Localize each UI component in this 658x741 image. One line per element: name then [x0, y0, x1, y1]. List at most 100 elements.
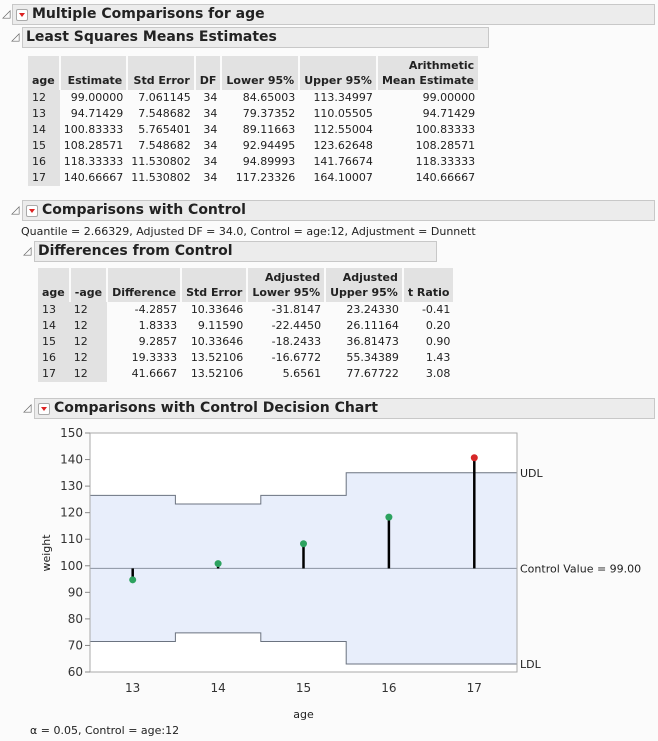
table-cell: 1.8333 [138, 319, 178, 332]
table-cell: 123.62648 [313, 139, 373, 152]
table-cell: 17 [28, 170, 60, 186]
table-cell: 23.24330 [346, 303, 399, 316]
x-tick-label: 17 [467, 681, 482, 695]
chart-footer: α = 0.05, Control = age:12 [30, 724, 180, 737]
diff-title: Differences from Control [38, 243, 233, 259]
table-cell: 12 [69, 334, 108, 350]
column-header: DF [194, 56, 223, 90]
table-row: 12 99.00000 7.061145 34 84.65003 113.34997 99.… [28, 90, 479, 106]
table-cell: 55.34389 [346, 351, 399, 364]
table-cell: 0.20 [425, 319, 451, 332]
red-triangle-menu-icon[interactable] [38, 402, 50, 415]
table-cell: 9.11590 [197, 319, 244, 332]
diff-header: Differences from Control [34, 241, 437, 262]
table-cell: 7.548682 [138, 139, 191, 152]
table-cell: 110.05505 [313, 107, 373, 120]
table-cell: 3.08 [425, 367, 451, 380]
table-cell: 77.67722 [346, 367, 399, 380]
table-cell: 79.37352 [242, 107, 296, 120]
x-tick-label: 14 [210, 681, 225, 695]
x-tick-label: 13 [125, 681, 140, 695]
cwc-title: Comparisons with Control [42, 202, 246, 218]
collapse-icon[interactable]: ◿ [11, 30, 20, 43]
table-row: 13 94.71429 7.548682 34 79.37352 110.05505 94.… [28, 106, 479, 122]
lsm-header: Least Squares Means Estimates [22, 27, 489, 48]
table-cell: 99.00000 [422, 91, 476, 104]
table-cell: 12 [69, 302, 108, 318]
ldl-line [90, 632, 517, 665]
table-cell: 11.530802 [131, 155, 191, 168]
y-axis-title: weight [40, 534, 53, 572]
table-cell: 164.10007 [313, 171, 373, 184]
table-row: 16 118.33333 11.530802 34 94.89993 141.76674 1… [28, 154, 479, 170]
table-cell: -0.41 [421, 303, 451, 316]
y-tick-label: 90 [68, 585, 83, 599]
column-header: Estimate [59, 56, 129, 90]
udl-label: UDL [520, 467, 544, 480]
table-cell: 5.6561 [282, 367, 322, 380]
table-cell: 5.765401 [138, 123, 191, 136]
column-header: Adjusted Upper 95% [325, 268, 404, 302]
red-triangle-menu-icon[interactable] [26, 204, 38, 217]
table-cell: 14 [38, 318, 70, 334]
table-cell: 99.00000 [70, 91, 124, 104]
table-cell: 34 [203, 107, 218, 120]
table-row: 16 12 19.3333 13.52106 -16.6772 55.34389 1.43 [38, 350, 454, 366]
table-cell: 36.81473 [346, 335, 399, 348]
table-cell: 1.43 [425, 351, 451, 364]
column-header: -age [69, 268, 109, 302]
main-title: Multiple Comparisons for age [32, 6, 265, 22]
y-tick-label: 100 [60, 559, 83, 573]
main-header: Multiple Comparisons for age [12, 4, 655, 25]
table-cell: 92.94495 [242, 139, 296, 152]
table-cell: 117.23326 [235, 171, 296, 184]
table-cell: 100.83333 [415, 123, 476, 136]
table-cell: 12 [69, 366, 108, 382]
table-row: 14 100.83333 5.765401 34 89.11663 112.55004 10… [28, 122, 479, 138]
table-cell: -31.8147 [271, 303, 322, 316]
table-cell: 12 [28, 90, 60, 106]
table-cell: 10.33646 [190, 303, 244, 316]
table-cell: 12 [69, 350, 108, 366]
table-cell: 13 [38, 302, 70, 318]
table-cell: 13 [28, 106, 60, 122]
column-header: Upper 95% [299, 56, 378, 90]
table-cell: -18.2433 [271, 335, 322, 348]
table-cell: 19.3333 [131, 351, 178, 364]
table-cell: 100.83333 [63, 123, 124, 136]
lsm-title: Least Squares Means Estimates [26, 29, 277, 45]
table-cell: 140.66667 [63, 171, 124, 184]
y-tick-label: 140 [60, 453, 83, 467]
table-cell: 113.34997 [313, 91, 373, 104]
table-cell: 108.28571 [415, 139, 476, 152]
table-cell: 16 [38, 350, 70, 366]
collapse-icon[interactable]: ◿ [11, 203, 20, 216]
collapse-icon[interactable]: ◿ [23, 244, 32, 257]
table-row: 15 12 9.2857 10.33646 -18.2433 36.81473 0.90 [38, 334, 454, 350]
collapse-icon[interactable]: ◿ [23, 401, 32, 414]
table-cell: 89.11663 [242, 123, 296, 136]
table-cell: 15 [38, 334, 70, 350]
decision-header: Comparisons with Control Decision Chart [34, 398, 655, 419]
collapse-icon[interactable]: ◿ [2, 7, 11, 20]
table-cell: 94.89993 [242, 155, 296, 168]
table-cell: 118.33333 [63, 155, 124, 168]
table-row: 17 140.66667 11.530802 34 117.23326 164.10007… [28, 170, 479, 186]
table-cell: 94.71429 [422, 107, 476, 120]
table-cell: 26.11164 [346, 319, 399, 332]
table-row: 17 12 41.6667 13.52106 5.6561 77.67722 3.08 [38, 366, 454, 382]
table-cell: -4.2857 [134, 303, 178, 316]
data-point [385, 513, 393, 521]
ldl-label: LDL [520, 658, 542, 671]
table-cell: 34 [203, 155, 218, 168]
column-header: Lower 95% [221, 56, 301, 90]
lsm-table: age Estimate Std Error DF Lower 95% Upper 95%… [28, 56, 481, 186]
x-tick-label: 16 [381, 681, 396, 695]
column-header: age [28, 56, 61, 90]
red-triangle-menu-icon[interactable] [16, 8, 28, 21]
table-cell: 9.2857 [138, 335, 178, 348]
cwc-header: Comparisons with Control [22, 200, 655, 221]
table-cell: 10.33646 [190, 335, 244, 348]
y-tick-label: 80 [68, 612, 83, 626]
table-cell: -16.6772 [271, 351, 322, 364]
